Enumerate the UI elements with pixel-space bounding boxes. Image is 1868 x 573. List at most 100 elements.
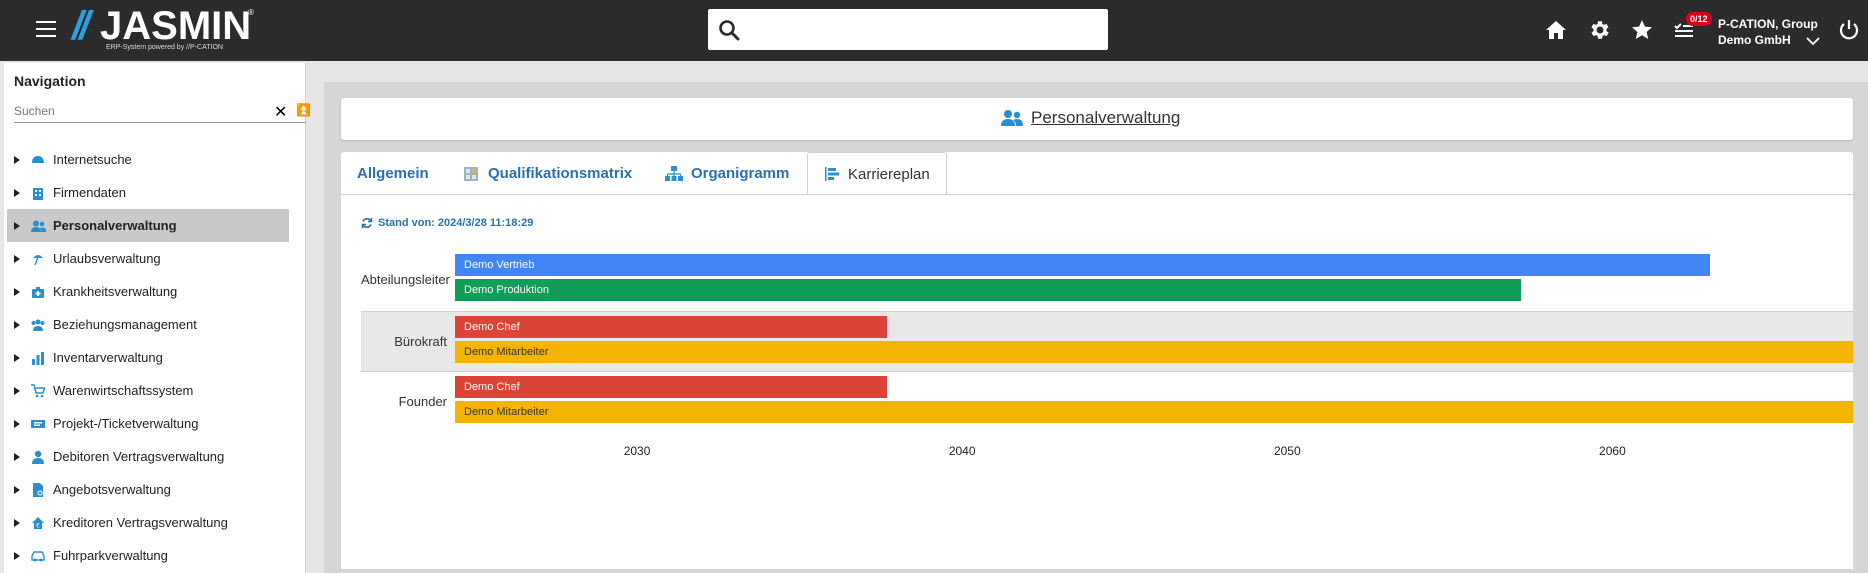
- x-tick-label: 2060: [1599, 444, 1626, 458]
- sidebar-item-label: Urlaubsverwaltung: [53, 251, 161, 266]
- tasks-icon[interactable]: [1672, 18, 1696, 42]
- tab-strip: [341, 152, 1853, 195]
- logo-registered: ®: [248, 8, 254, 17]
- sidebar-item[interactable]: Beziehungsmanagement: [7, 308, 289, 341]
- x-tick-label: 2030: [623, 444, 651, 458]
- logo-text: JASMIN: [100, 4, 252, 48]
- career-timeline-chart: Abteilungsleiter Demo Vertrieb Demo Produk…: [361, 250, 1853, 490]
- beach-icon: [30, 251, 46, 267]
- org-chart-icon: [665, 165, 683, 181]
- tab-organigramm[interactable]: Organigramm: [665, 152, 789, 195]
- nav-search-input[interactable]: [14, 101, 264, 121]
- sidebar-item[interactable]: Krankheitsverwaltung: [7, 275, 289, 308]
- tasks-badge: 0/12: [1686, 12, 1712, 26]
- sidebar: Navigation ✕ ⏫ Internetsuche Firmendaten P…: [4, 63, 311, 573]
- user-menu[interactable]: P-CATION, Group Demo GmbH: [1718, 16, 1818, 48]
- sidebar-item[interactable]: Projekt-/Ticketverwaltung: [7, 407, 289, 440]
- tab-allgemein[interactable]: Allgemein: [357, 152, 429, 195]
- sidebar-item[interactable]: Personalverwaltung: [7, 209, 289, 242]
- expand-arrow-icon[interactable]: [14, 386, 20, 395]
- sidebar-item-label: Firmendaten: [53, 185, 126, 200]
- stand-text: Stand von: 2024/3/28 11:18:29: [378, 217, 534, 229]
- global-search-input[interactable]: [748, 15, 1098, 43]
- tab-label: Organigramm: [691, 165, 790, 182]
- clear-icon[interactable]: ✕: [274, 104, 288, 121]
- expand-arrow-icon[interactable]: [14, 419, 20, 428]
- expand-arrow-icon[interactable]: [14, 485, 20, 494]
- timeline-bar[interactable]: Demo Chef: [455, 316, 888, 338]
- row-label: Bürokraft: [394, 334, 447, 349]
- tab-label: Karriereplan: [848, 165, 930, 183]
- sidebar-item-label: Debitoren Vertragsverwaltung: [53, 449, 225, 464]
- sidebar-item-label: Beziehungsmanagement: [53, 317, 197, 332]
- sidebar-item[interactable]: Firmendaten: [7, 176, 289, 209]
- sidebar-item[interactable]: € Kreditoren Vertragsverwaltung: [7, 506, 289, 539]
- expand-arrow-icon[interactable]: [14, 254, 20, 263]
- chart-icon: [30, 350, 46, 366]
- sidebar-item-label: Personalverwaltung: [53, 218, 177, 233]
- gear-icon[interactable]: [1588, 18, 1612, 42]
- expand-arrow-icon[interactable]: [14, 452, 20, 461]
- sidebar-item-label: Fuhrparkverwaltung: [53, 548, 168, 563]
- sidebar-item[interactable]: Warenwirtschaftssystem: [7, 374, 289, 407]
- stand-refresh[interactable]: Stand von: 2024/3/28 11:18:29: [361, 217, 533, 229]
- sidebar-item-label: Angebotsverwaltung: [53, 482, 171, 497]
- expand-arrow-icon[interactable]: [14, 518, 20, 527]
- collapse-top-icon[interactable]: ⏫: [296, 103, 311, 117]
- expand-arrow-icon[interactable]: [14, 320, 20, 329]
- refresh-icon: [361, 218, 373, 228]
- sidebar-item[interactable]: Debitoren Vertragsverwaltung: [7, 440, 289, 473]
- sidebar-item[interactable]: Angebotsverwaltung: [7, 473, 289, 506]
- user-company: P-CATION, Group: [1718, 17, 1818, 31]
- building-icon: [30, 185, 46, 201]
- users-icon: [30, 218, 46, 234]
- tab-karriereplan[interactable]: Karriereplan: [807, 152, 947, 195]
- power-icon[interactable]: [1838, 18, 1860, 42]
- cart-icon: [30, 383, 46, 399]
- page-title[interactable]: Personalverwaltung: [1031, 108, 1181, 127]
- sidebar-item-label: Inventarverwaltung: [53, 350, 163, 365]
- ticket-icon: [30, 416, 46, 432]
- logo[interactable]: // JASMIN ® ERP-System powered by //P-CA…: [72, 4, 262, 56]
- timeline-bar[interactable]: Demo Mitarbeiter: [455, 341, 1853, 363]
- nav-search: ✕ ⏫: [14, 101, 311, 123]
- top-bar: // JASMIN ® ERP-System powered by //P-CA…: [0, 0, 1868, 61]
- chevron-down-icon[interactable]: [1806, 36, 1820, 46]
- home-icon[interactable]: [1544, 18, 1568, 42]
- tab-label: Allgemein: [357, 165, 429, 182]
- timeline-bar[interactable]: Demo Chef: [455, 376, 888, 398]
- expand-arrow-icon[interactable]: [14, 353, 20, 362]
- expand-arrow-icon[interactable]: [14, 221, 20, 230]
- sidebar-item-label: Krankheitsverwaltung: [53, 284, 178, 299]
- sidebar-item-label: Warenwirtschaftssystem: [53, 383, 194, 398]
- nav-list: Internetsuche Firmendaten Personalverwaltu…: [7, 143, 289, 572]
- timeline-bar[interactable]: Demo Mitarbeiter: [455, 401, 1853, 423]
- sidebar-item[interactable]: Urlaubsverwaltung: [7, 242, 289, 275]
- expand-arrow-icon[interactable]: [14, 188, 20, 197]
- expand-arrow-icon[interactable]: [14, 551, 20, 560]
- expand-arrow-icon[interactable]: [14, 155, 20, 164]
- group-icon: [30, 317, 46, 333]
- user-org: Demo GmbH: [1718, 33, 1791, 47]
- tab-qualifikationsmatrix[interactable]: Qualifikationsmatrix: [463, 152, 632, 195]
- sidebar-item[interactable]: Inventarverwaltung: [7, 341, 289, 374]
- expand-arrow-icon[interactable]: [14, 287, 20, 296]
- star-icon[interactable]: [1630, 18, 1654, 42]
- sidebar-item-label: Internetsuche: [53, 152, 132, 167]
- menu-icon[interactable]: [36, 21, 56, 37]
- sidebar-item[interactable]: Fuhrparkverwaltung: [7, 539, 289, 572]
- row-label: Abteilungsleiter: [361, 272, 450, 287]
- global-search[interactable]: [708, 9, 1108, 50]
- timeline-bar[interactable]: Demo Vertrieb: [455, 254, 1710, 276]
- sidebar-item[interactable]: Internetsuche: [7, 143, 289, 176]
- row-separator: [361, 371, 1853, 372]
- matrix-icon: [464, 166, 478, 181]
- users-icon: [1001, 110, 1023, 126]
- search-icon: [719, 20, 740, 41]
- document-icon: [30, 482, 46, 498]
- timeline-bar[interactable]: Demo Produktion: [455, 279, 1522, 301]
- x-tick-label: 2050: [1273, 444, 1301, 458]
- logo-subtitle: ERP-System powered by //P-CATION: [106, 44, 223, 51]
- sidebar-item-label: Kreditoren Vertragsverwaltung: [53, 515, 228, 530]
- car-icon: [30, 548, 46, 564]
